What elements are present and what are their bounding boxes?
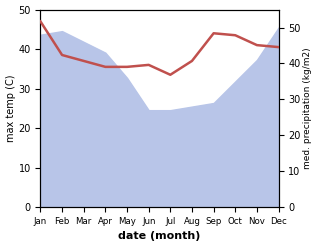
Y-axis label: max temp (C): max temp (C)	[5, 75, 16, 142]
X-axis label: date (month): date (month)	[118, 231, 201, 242]
Y-axis label: med. precipitation (kg/m2): med. precipitation (kg/m2)	[303, 48, 313, 169]
